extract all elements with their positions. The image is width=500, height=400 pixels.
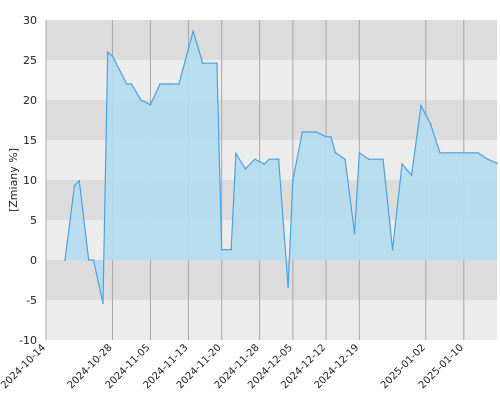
data-point [330, 136, 332, 138]
data-point [353, 232, 356, 235]
data-point [292, 179, 294, 181]
data-point [106, 51, 109, 53]
data-point [263, 163, 266, 165]
data-point [78, 180, 81, 182]
data-point [410, 174, 413, 176]
grid-band [46, 300, 497, 340]
data-point [235, 152, 237, 155]
data-point [420, 104, 422, 107]
data-point [382, 158, 384, 160]
y-tick-label: 5 [30, 214, 37, 227]
data-point [73, 184, 76, 187]
y-axis-label: [Zmiany %] [7, 148, 20, 212]
y-tick-label: 30 [23, 14, 37, 27]
data-point [102, 302, 104, 305]
data-point [448, 152, 451, 154]
data-point [277, 158, 280, 160]
data-point [92, 259, 95, 261]
grid-band [46, 260, 497, 300]
data-point [230, 248, 232, 251]
data-point [220, 248, 223, 251]
data-point [178, 83, 180, 85]
data-point [130, 83, 133, 85]
area-fill [64, 31, 497, 304]
data-point [439, 152, 441, 154]
data-point [159, 83, 161, 85]
data-point [429, 123, 432, 125]
data-point [64, 259, 66, 261]
data-point [125, 83, 128, 85]
y-tick-label: 25 [23, 54, 37, 67]
data-point [149, 104, 152, 106]
data-point [287, 286, 289, 289]
data-point [254, 158, 256, 160]
data-point [315, 131, 318, 133]
data-point [168, 83, 171, 85]
y-tick-label: -10 [19, 334, 37, 347]
data-point [301, 131, 304, 133]
y-axis-ticks: 30 25 20 15 10 5 0 -5 -10 [19, 14, 37, 347]
data-point [496, 162, 498, 164]
y-tick-label: 15 [23, 134, 37, 147]
x-tick-label: 2024-10-14 [0, 342, 48, 391]
data-point [268, 158, 270, 160]
data-point [325, 136, 327, 138]
data-point [140, 99, 142, 101]
data-point [334, 152, 337, 154]
data-point [111, 55, 114, 57]
data-point [358, 152, 361, 154]
y-tick-label: 0 [30, 254, 37, 267]
grid-band [46, 20, 497, 60]
data-point [472, 152, 475, 154]
data-point [486, 158, 489, 160]
x-axis-ticks: 2024-10-14 2024-10-282024-11-052024-11-13… [0, 342, 466, 391]
y-tick-label: 20 [23, 94, 37, 107]
data-area [64, 28, 498, 305]
data-point [344, 158, 346, 160]
data-point [201, 62, 204, 64]
data-point [477, 152, 479, 154]
data-point [244, 168, 247, 170]
y-tick-label: 10 [23, 174, 37, 187]
data-point [458, 152, 460, 154]
data-point [87, 259, 90, 261]
data-point [192, 30, 194, 32]
y-tick-label: -5 [26, 294, 37, 307]
data-point [368, 158, 370, 160]
data-point [401, 163, 403, 165]
data-point [216, 62, 218, 64]
data-point [391, 248, 394, 251]
